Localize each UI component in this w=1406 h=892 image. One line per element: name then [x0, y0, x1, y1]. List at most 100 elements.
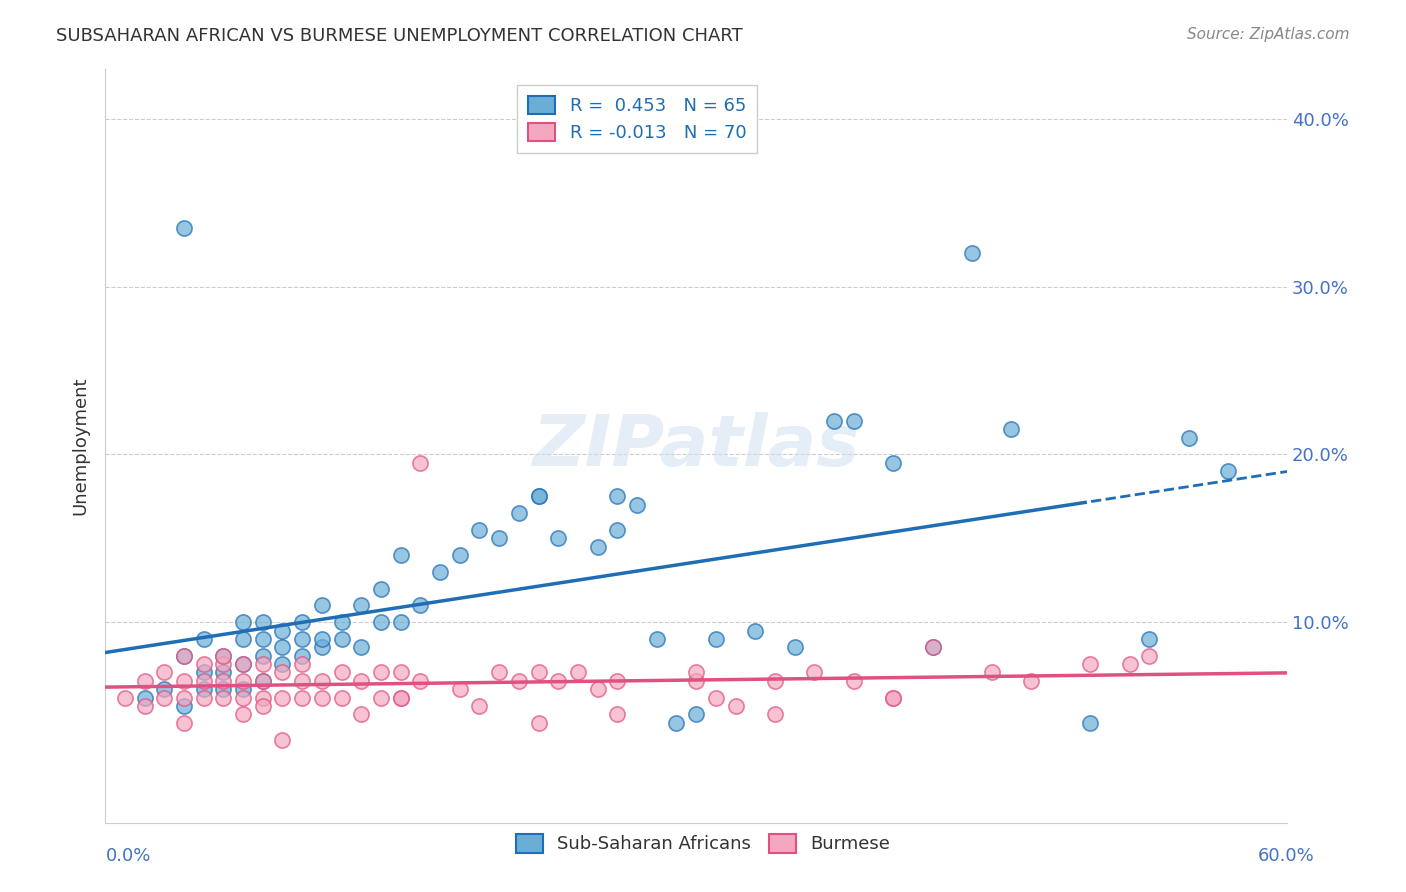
Point: [763, 707, 786, 722]
Point: [960, 246, 983, 260]
Point: [665, 715, 688, 730]
Point: [232, 707, 254, 722]
Point: [134, 673, 156, 688]
Point: [173, 220, 195, 235]
Point: [1019, 673, 1042, 688]
Point: [252, 648, 274, 663]
Point: [311, 599, 333, 613]
Point: [193, 690, 215, 705]
Point: [252, 673, 274, 688]
Point: [468, 699, 491, 714]
Point: [232, 615, 254, 629]
Point: [350, 707, 373, 722]
Point: [311, 632, 333, 646]
Point: [291, 673, 314, 688]
Point: [173, 690, 195, 705]
Point: [704, 690, 727, 705]
Point: [488, 665, 510, 680]
Text: ZIPatlas: ZIPatlas: [533, 411, 860, 481]
Point: [252, 657, 274, 672]
Point: [1078, 715, 1101, 730]
Point: [370, 665, 392, 680]
Point: [527, 489, 550, 503]
Point: [409, 456, 432, 470]
Point: [330, 665, 353, 680]
Point: [606, 489, 628, 503]
Point: [153, 682, 176, 697]
Point: [882, 690, 904, 705]
Point: [173, 648, 195, 663]
Point: [370, 615, 392, 629]
Point: [763, 673, 786, 688]
Point: [724, 699, 747, 714]
Point: [370, 690, 392, 705]
Point: [882, 456, 904, 470]
Point: [803, 665, 825, 680]
Point: [252, 632, 274, 646]
Point: [271, 665, 294, 680]
Point: [370, 582, 392, 596]
Point: [921, 640, 943, 655]
Point: [173, 648, 195, 663]
Text: 0.0%: 0.0%: [105, 847, 150, 864]
Point: [311, 690, 333, 705]
Point: [212, 690, 235, 705]
Point: [586, 540, 609, 554]
Point: [1078, 657, 1101, 672]
Point: [291, 615, 314, 629]
Point: [193, 657, 215, 672]
Y-axis label: Unemployment: Unemployment: [72, 376, 89, 516]
Point: [409, 673, 432, 688]
Point: [193, 682, 215, 697]
Point: [271, 657, 294, 672]
Point: [311, 673, 333, 688]
Point: [389, 548, 412, 562]
Point: [606, 523, 628, 537]
Point: [823, 414, 845, 428]
Point: [212, 648, 235, 663]
Point: [921, 640, 943, 655]
Point: [586, 682, 609, 697]
Point: [429, 565, 451, 579]
Point: [134, 699, 156, 714]
Point: [882, 690, 904, 705]
Point: [783, 640, 806, 655]
Point: [1137, 632, 1160, 646]
Point: [389, 665, 412, 680]
Point: [291, 648, 314, 663]
Point: [685, 673, 707, 688]
Point: [232, 690, 254, 705]
Point: [527, 665, 550, 680]
Point: [980, 665, 1002, 680]
Point: [606, 707, 628, 722]
Point: [173, 673, 195, 688]
Point: [271, 640, 294, 655]
Point: [271, 732, 294, 747]
Point: [252, 673, 274, 688]
Point: [1216, 464, 1239, 478]
Point: [311, 640, 333, 655]
Point: [704, 632, 727, 646]
Point: [527, 489, 550, 503]
Point: [291, 632, 314, 646]
Point: [330, 632, 353, 646]
Point: [449, 682, 471, 697]
Point: [1000, 422, 1022, 436]
Point: [193, 665, 215, 680]
Point: [842, 673, 865, 688]
Point: [232, 682, 254, 697]
Point: [1118, 657, 1140, 672]
Point: [527, 715, 550, 730]
Point: [842, 414, 865, 428]
Point: [606, 673, 628, 688]
Point: [134, 690, 156, 705]
Point: [645, 632, 668, 646]
Point: [232, 657, 254, 672]
Point: [567, 665, 589, 680]
Legend: Sub-Saharan Africans, Burmese: Sub-Saharan Africans, Burmese: [509, 827, 897, 861]
Point: [744, 624, 766, 638]
Point: [252, 690, 274, 705]
Point: [685, 665, 707, 680]
Point: [409, 599, 432, 613]
Point: [389, 690, 412, 705]
